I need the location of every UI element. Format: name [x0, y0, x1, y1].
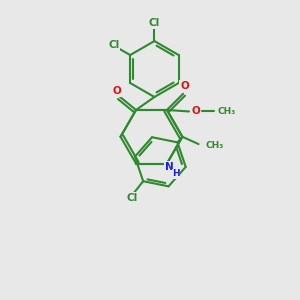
Text: O: O — [180, 80, 189, 91]
Text: Cl: Cl — [149, 18, 160, 28]
Text: O: O — [191, 106, 200, 116]
Text: Cl: Cl — [108, 40, 120, 50]
Text: O: O — [112, 86, 121, 96]
Text: N: N — [165, 162, 174, 172]
Text: H: H — [172, 169, 180, 178]
Text: CH₃: CH₃ — [218, 107, 236, 116]
Text: CH₃: CH₃ — [205, 141, 223, 150]
Text: Cl: Cl — [126, 193, 138, 203]
